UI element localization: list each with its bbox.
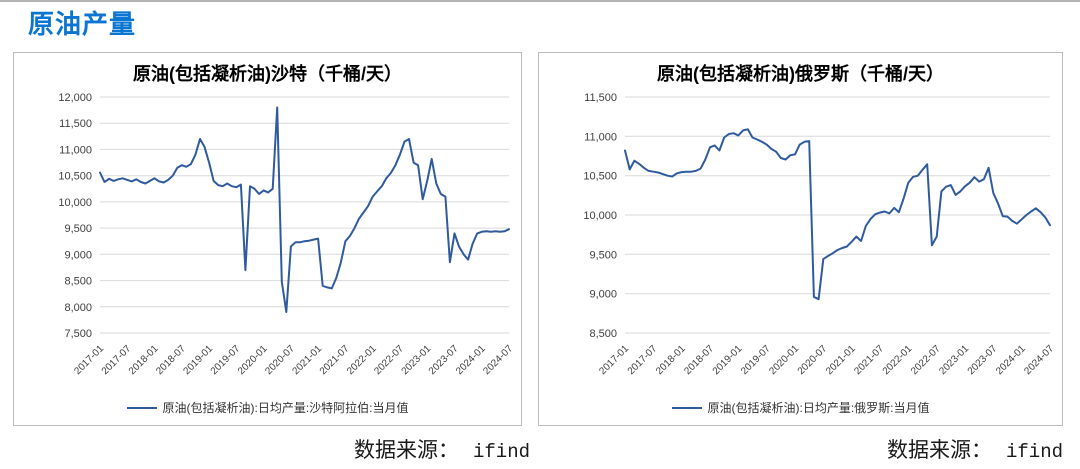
svg-text:9,500: 9,500 <box>589 249 617 261</box>
svg-text:9,500: 9,500 <box>64 223 92 235</box>
svg-text:8,500: 8,500 <box>64 276 92 288</box>
chart-title-saudi: 原油(包括凝析油)沙特（千桶/天） <box>133 64 402 84</box>
legend-line-marker <box>671 406 702 409</box>
chart-panel-saudi: 原油(包括凝析油)沙特（千桶/天） 12,000 11,500 11,000 10,5… <box>13 52 522 426</box>
line-chart-saudi: 12,000 11,500 11,000 10,500 10,000 9,500 9,000… <box>58 92 515 377</box>
svg-text:10,500: 10,500 <box>583 171 617 183</box>
source-label: 数据来源： <box>886 438 992 462</box>
svg-text:2023-01: 2023-01 <box>937 343 971 377</box>
svg-text:2023-07: 2023-07 <box>966 343 1000 377</box>
source-value: ifind <box>1005 441 1063 463</box>
chart-title-russia: 原油(包括凝析油)俄罗斯（千桶/天） <box>657 64 944 84</box>
svg-text:2019-01: 2019-01 <box>711 343 745 377</box>
chart-panel-russia: 原油(包括凝析油)俄罗斯（千桶/天） 11,500 11,000 10,500 10,… <box>538 52 1063 426</box>
page-title: 原油产量 <box>28 9 137 39</box>
legend-saudi: 原油(包括凝析油):日均产量:沙特阿拉伯:当月值 <box>14 399 521 416</box>
svg-text:11,500: 11,500 <box>59 118 92 130</box>
svg-text:8,000: 8,000 <box>64 302 92 314</box>
source-label: 数据来源： <box>353 438 459 462</box>
svg-text:8,500: 8,500 <box>589 328 617 340</box>
svg-text:2022-07: 2022-07 <box>909 343 943 377</box>
svg-text:2019-07: 2019-07 <box>739 343 773 377</box>
legend-russia: 原油(包括凝析油):日均产量:俄罗斯:当月值 <box>539 399 1062 416</box>
svg-text:12,000: 12,000 <box>58 92 92 104</box>
svg-text:9,000: 9,000 <box>64 249 92 261</box>
svg-text:11,000: 11,000 <box>584 131 617 143</box>
svg-text:10,500: 10,500 <box>58 171 92 183</box>
svg-text:2018-07: 2018-07 <box>682 343 716 377</box>
svg-text:2022-01: 2022-01 <box>881 343 915 377</box>
line-chart-russia: 11,500 11,000 10,500 10,000 9,500 9,000 8,500 2… <box>583 92 1056 377</box>
svg-text:2021-01: 2021-01 <box>824 343 858 377</box>
svg-text:9,000: 9,000 <box>589 289 617 301</box>
svg-text:2020-01: 2020-01 <box>767 343 801 377</box>
source-note-right: 数据来源： ifind <box>887 434 1063 464</box>
svg-text:2021-07: 2021-07 <box>852 343 886 377</box>
svg-text:11,000: 11,000 <box>59 144 92 156</box>
svg-text:2024-07: 2024-07 <box>1022 343 1056 377</box>
svg-text:2017-07: 2017-07 <box>626 343 660 377</box>
source-note-left: 数据来源： ifind <box>354 434 530 464</box>
legend-label-saudi: 原油(包括凝析油):日均产量:沙特阿拉伯:当月值 <box>162 401 409 415</box>
svg-text:2018-01: 2018-01 <box>654 343 688 377</box>
svg-text:2024-07: 2024-07 <box>481 343 515 377</box>
svg-text:2020-07: 2020-07 <box>796 343 830 377</box>
svg-text:2017-01: 2017-01 <box>597 343 631 377</box>
legend-line-marker <box>126 406 157 409</box>
svg-text:2024-01: 2024-01 <box>994 343 1028 377</box>
svg-text:7,500: 7,500 <box>64 328 92 340</box>
svg-text:10,000: 10,000 <box>583 210 617 222</box>
legend-label-russia: 原油(包括凝析油):日均产量:俄罗斯:当月值 <box>707 401 930 415</box>
svg-text:10,000: 10,000 <box>58 197 92 209</box>
source-value: ifind <box>472 441 530 463</box>
svg-text:11,500: 11,500 <box>584 92 617 104</box>
